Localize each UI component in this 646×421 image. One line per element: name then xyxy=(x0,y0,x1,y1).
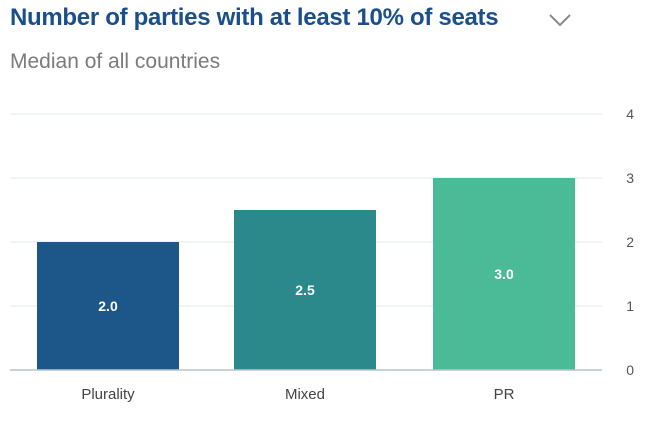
y-tick-label: 1 xyxy=(626,298,634,314)
chart-subtitle: Median of all countries xyxy=(10,50,221,73)
bar-value-label: 2.5 xyxy=(295,282,315,298)
x-category-label: Mixed xyxy=(285,386,325,403)
bar xyxy=(234,210,376,370)
x-category-label: PR xyxy=(494,386,515,403)
bar-value-label: 2.0 xyxy=(98,298,118,314)
bar xyxy=(37,242,179,370)
chart-header: Number of parties with at least 10% of s… xyxy=(10,4,630,40)
y-tick-label: 3 xyxy=(626,170,634,186)
chevron-down-icon[interactable] xyxy=(548,11,572,29)
bar xyxy=(433,178,575,370)
y-tick-label: 2 xyxy=(626,234,634,250)
y-tick-label: 4 xyxy=(626,106,634,122)
x-category-label: Plurality xyxy=(81,386,135,403)
chart-title: Number of parties with at least 10% of s… xyxy=(10,4,499,31)
y-tick-label: 0 xyxy=(626,362,634,378)
bar-value-label: 3.0 xyxy=(494,266,514,282)
